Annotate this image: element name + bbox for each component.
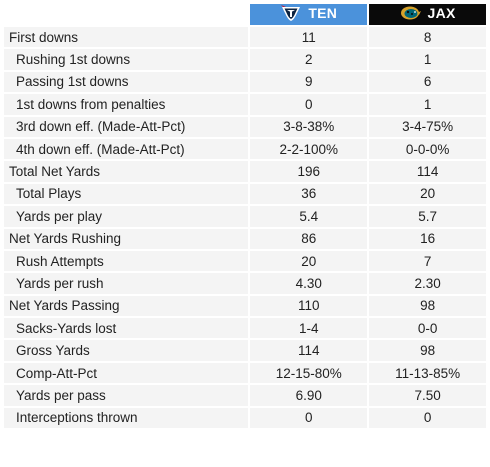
stat-value-jax: 20 xyxy=(369,183,486,205)
stat-row: Net Yards Rushing 86 16 xyxy=(4,228,486,249)
stat-value-jax: 1 xyxy=(369,49,486,70)
stat-label: First downs xyxy=(4,27,249,48)
stat-label: Interceptions thrown xyxy=(4,407,249,429)
stat-label: Passing 1st downs xyxy=(4,71,249,93)
stat-value-jax: 1 xyxy=(369,94,486,115)
stat-row: 4th down eff. (Made-Att-Pct) 2-2-100% 0-0-… xyxy=(4,138,486,160)
stat-label: Rushing 1st downs xyxy=(4,49,249,70)
stat-value-jax: 8 xyxy=(369,27,486,48)
stat-value-ten: 11 xyxy=(250,27,368,48)
stat-row: Net Yards Passing 110 98 xyxy=(4,295,486,317)
stat-label: 4th down eff. (Made-Att-Pct) xyxy=(4,138,249,160)
stat-row: Passing 1st downs 9 6 xyxy=(4,71,486,93)
header-row: TEN xyxy=(4,4,486,25)
stat-row: Yards per rush 4.30 2.30 xyxy=(4,273,486,294)
stats-rows: First downs 11 8 Rushing 1st downs 2 1 Passing… xyxy=(4,27,486,429)
stat-label: Net Yards Passing xyxy=(4,295,249,317)
jaguars-logo-icon xyxy=(400,4,422,22)
stat-row: Yards per play 5.4 5.7 xyxy=(4,206,486,227)
stat-row: Comp-Att-Pct 12-15-80% 11-13-85% xyxy=(4,362,486,384)
stat-value-ten: 36 xyxy=(250,183,368,205)
stat-row: Total Plays 36 20 xyxy=(4,183,486,205)
stat-label: Total Plays xyxy=(4,183,249,205)
stat-label: Yards per pass xyxy=(4,385,249,406)
header-blank-cell xyxy=(4,4,249,25)
stat-label: Gross Yards xyxy=(4,340,249,361)
stat-row: Total Net Yards 196 114 xyxy=(4,161,486,182)
stat-value-jax: 0-0 xyxy=(369,318,486,339)
stat-label: Net Yards Rushing xyxy=(4,228,249,249)
stat-value-ten: 86 xyxy=(250,228,368,249)
stat-value-ten: 0 xyxy=(250,94,368,115)
stat-value-ten: 2-2-100% xyxy=(250,138,368,160)
team-header-jax: JAX xyxy=(369,4,486,25)
titans-logo-icon xyxy=(280,4,302,22)
stat-value-ten: 114 xyxy=(250,340,368,361)
stat-value-jax: 0-0-0% xyxy=(369,138,486,160)
stat-value-ten: 9 xyxy=(250,71,368,93)
stat-row: Yards per pass 6.90 7.50 xyxy=(4,385,486,406)
stat-value-jax: 7 xyxy=(369,250,486,272)
stat-label: Sacks-Yards lost xyxy=(4,318,249,339)
stat-value-ten: 3-8-38% xyxy=(250,116,368,137)
stat-row: First downs 11 8 xyxy=(4,27,486,48)
stat-value-ten: 110 xyxy=(250,295,368,317)
stat-value-ten: 2 xyxy=(250,49,368,70)
stat-value-jax: 3-4-75% xyxy=(369,116,486,137)
stat-value-jax: 98 xyxy=(369,340,486,361)
team-header-ten: TEN xyxy=(250,4,368,25)
stat-value-ten: 5.4 xyxy=(250,206,368,227)
stat-row: Sacks-Yards lost 1-4 0-0 xyxy=(4,318,486,339)
stat-value-jax: 16 xyxy=(369,228,486,249)
stat-row: Gross Yards 114 98 xyxy=(4,340,486,361)
stat-row: Interceptions thrown 0 0 xyxy=(4,407,486,429)
stat-value-jax: 2.30 xyxy=(369,273,486,294)
stat-row: 1st downs from penalties 0 1 xyxy=(4,94,486,115)
team-abbr-jax: JAX xyxy=(427,5,456,21)
stat-row: Rushing 1st downs 2 1 xyxy=(4,49,486,70)
stat-value-ten: 196 xyxy=(250,161,368,182)
stat-label: Rush Attempts xyxy=(4,250,249,272)
team-stats-table: TEN xyxy=(2,2,488,430)
stat-row: Rush Attempts 20 7 xyxy=(4,250,486,272)
team-abbr-ten: TEN xyxy=(308,5,338,21)
stat-label: Total Net Yards xyxy=(4,161,249,182)
stat-value-jax: 7.50 xyxy=(369,385,486,406)
stat-label: Yards per play xyxy=(4,206,249,227)
stat-value-ten: 20 xyxy=(250,250,368,272)
stat-label: Yards per rush xyxy=(4,273,249,294)
stat-label: 1st downs from penalties xyxy=(4,94,249,115)
stat-label: 3rd down eff. (Made-Att-Pct) xyxy=(4,116,249,137)
stat-row: 3rd down eff. (Made-Att-Pct) 3-8-38% 3-4-7… xyxy=(4,116,486,137)
stat-value-ten: 6.90 xyxy=(250,385,368,406)
stat-value-jax: 6 xyxy=(369,71,486,93)
stat-value-ten: 1-4 xyxy=(250,318,368,339)
stat-value-jax: 114 xyxy=(369,161,486,182)
stat-value-jax: 11-13-85% xyxy=(369,362,486,384)
stat-value-ten: 4.30 xyxy=(250,273,368,294)
stat-value-ten: 0 xyxy=(250,407,368,429)
stat-value-jax: 98 xyxy=(369,295,486,317)
stat-label: Comp-Att-Pct xyxy=(4,362,249,384)
stat-value-jax: 5.7 xyxy=(369,206,486,227)
stat-value-ten: 12-15-80% xyxy=(250,362,368,384)
stat-value-jax: 0 xyxy=(369,407,486,429)
